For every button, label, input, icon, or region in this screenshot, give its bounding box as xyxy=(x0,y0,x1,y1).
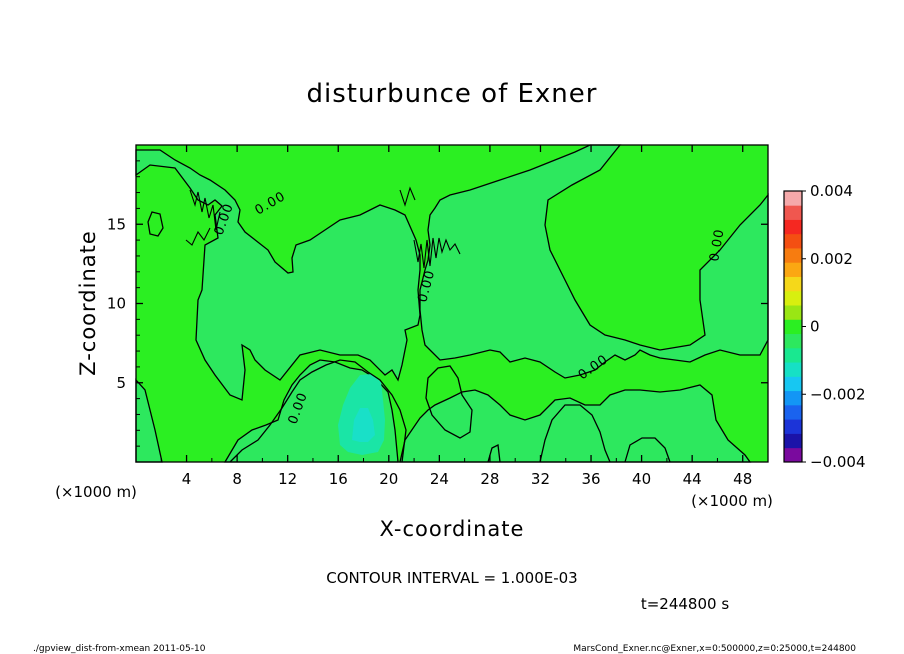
y-axis-label: Z-coordinate xyxy=(76,230,100,376)
contour-island-3 xyxy=(539,404,611,463)
colorbar-segment xyxy=(784,404,802,420)
colorbar-segment xyxy=(784,219,802,235)
region-right-green xyxy=(419,144,769,379)
x-tick-label: 44 xyxy=(683,470,702,488)
colorbar-segment xyxy=(784,319,802,335)
colorbar-segment xyxy=(784,276,802,292)
x-tick-label: 16 xyxy=(329,470,348,488)
y-tick-label: 10 xyxy=(107,295,126,313)
colorbar-segment xyxy=(784,347,802,363)
contour-label: 0.00 xyxy=(707,228,727,263)
colorbar-segment xyxy=(784,362,802,377)
colorbar-segment xyxy=(784,233,802,249)
x-tick-label: 28 xyxy=(480,470,499,488)
chart-title: disturbunce of Exner xyxy=(307,79,598,109)
x-tick-label: 48 xyxy=(733,470,752,488)
contour-interval-text: CONTOUR INTERVAL = 1.000E-03 xyxy=(326,569,577,587)
colorbar-tick-label: −0.002 xyxy=(810,385,866,403)
colorbar-segment xyxy=(784,205,802,220)
x-tick-label: 12 xyxy=(278,470,297,488)
x-tick-label: 4 xyxy=(182,470,192,488)
x-tick-label: 8 xyxy=(232,470,242,488)
x-tick-label: 40 xyxy=(632,470,651,488)
colorbar-segment xyxy=(784,447,802,463)
colorbar-segment xyxy=(784,433,802,449)
y-axis: 5 10 15 xyxy=(107,160,768,447)
contour-wiggles xyxy=(185,186,461,269)
footer-left: ./gpview_dist-from-xmean 2011-05-10 xyxy=(33,644,206,654)
x-axis: 4 8 12 16 20 24 28 32 36 40 44 48 xyxy=(160,145,752,488)
colorbar-tick-label: 0 xyxy=(810,318,820,336)
colorbar-tick-label: 0.002 xyxy=(810,250,853,268)
footer-right: MarsCond_Exner.nc@Exner,x=0:500000,z=0:2… xyxy=(573,644,856,654)
x-unit-left: (×1000 m) xyxy=(55,483,137,501)
x-unit-right: (×1000 m) xyxy=(691,492,773,510)
colorbar-segment xyxy=(784,333,802,349)
region-negative-peak xyxy=(352,408,375,442)
x-tick-label: 20 xyxy=(379,470,398,488)
colorbar-segment xyxy=(784,376,802,392)
colorbar-segment xyxy=(784,191,802,206)
contour-island-2 xyxy=(425,365,473,439)
colorbar-segment xyxy=(784,390,802,406)
colorbar-segment xyxy=(784,248,802,263)
y-tick-label: 5 xyxy=(116,374,126,392)
x-tick-label: 36 xyxy=(581,470,600,488)
contour-lower-left xyxy=(229,359,407,463)
colorbar: 0.004 0.002 0 −0.002 −0.004 xyxy=(783,182,866,471)
colorbar-tick-label: −0.004 xyxy=(810,453,866,471)
colorbar-tick-label: 0.004 xyxy=(810,182,853,200)
contour-island-4 xyxy=(624,437,671,463)
region-bottom-right xyxy=(399,384,752,463)
time-text: t=244800 s xyxy=(641,595,729,613)
plot-area: 0.00 0.00 0.00 0.00 0.00 0.00 xyxy=(135,144,769,463)
region-left-green xyxy=(135,149,421,401)
x-tick-label: 32 xyxy=(531,470,550,488)
colorbar-segment xyxy=(784,305,802,320)
contour-island-1 xyxy=(147,211,164,237)
y-tick-label: 15 xyxy=(107,215,126,233)
colorbar-segment xyxy=(784,290,802,306)
x-tick-label: 24 xyxy=(430,470,449,488)
x-axis-label: X-coordinate xyxy=(380,517,525,541)
colorbar-segment xyxy=(784,419,802,434)
colorbar-segment xyxy=(784,262,802,277)
